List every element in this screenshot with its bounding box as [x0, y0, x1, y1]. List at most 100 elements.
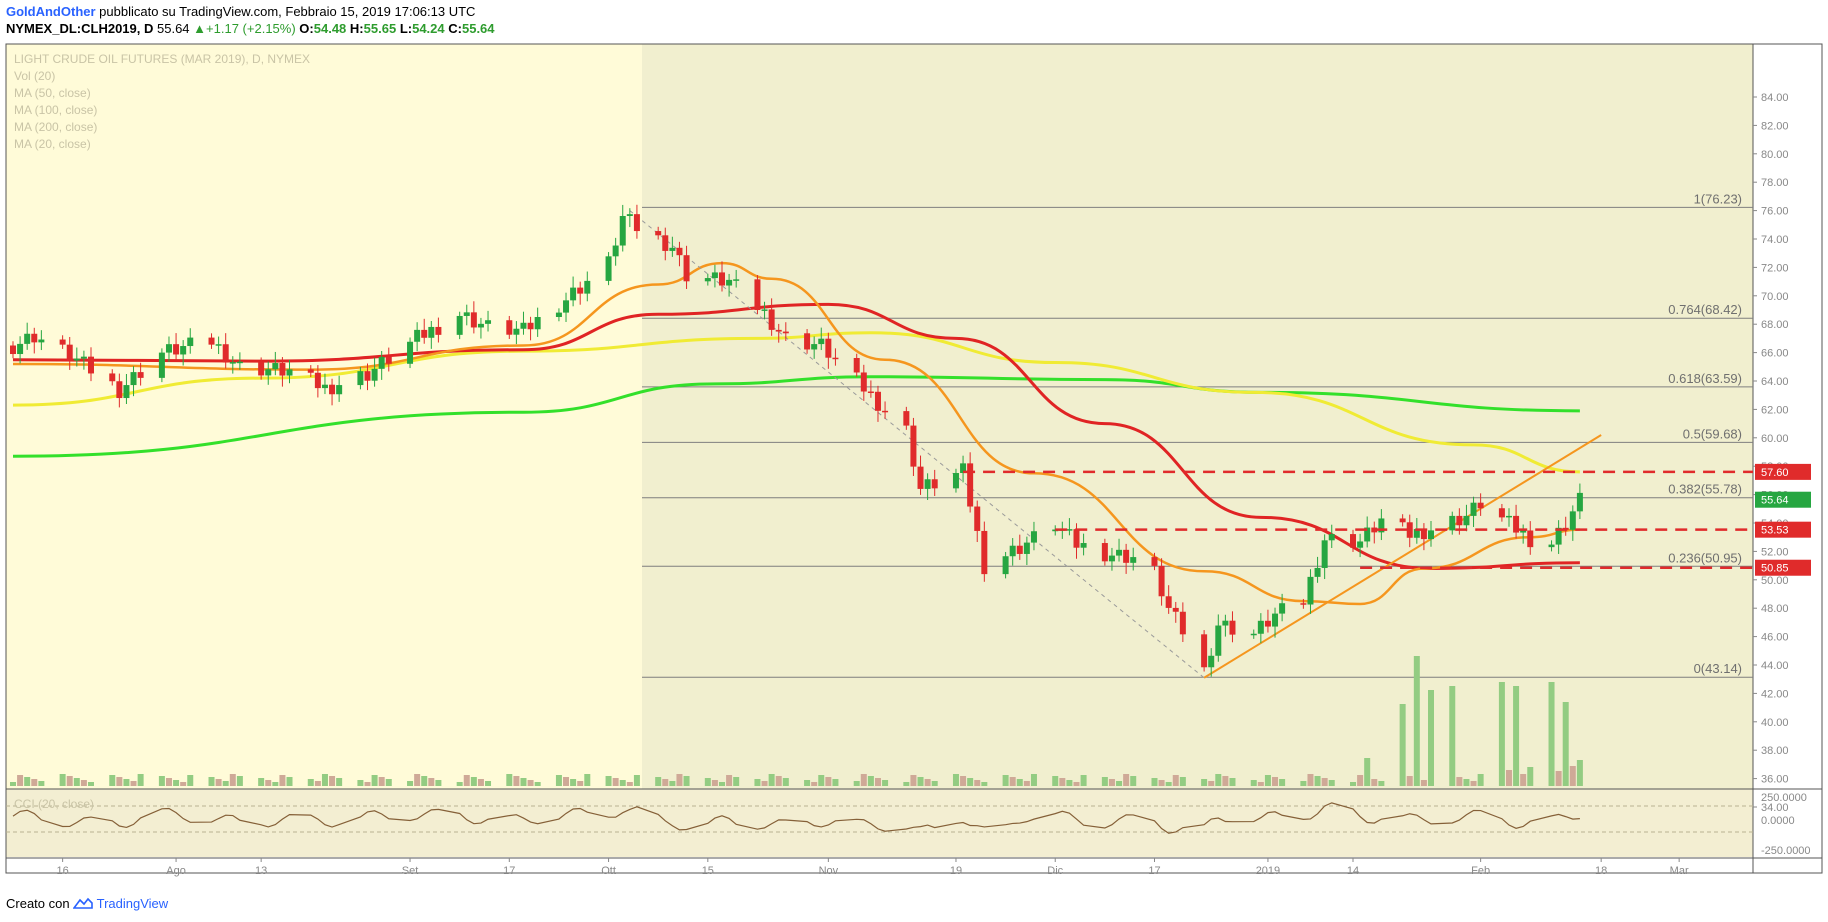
volume-bar — [180, 782, 187, 786]
ma20-line — [12, 261, 1580, 606]
volume-bar — [1513, 686, 1520, 786]
candle-down — [421, 329, 428, 338]
candle-down — [782, 331, 789, 334]
candle-down — [1123, 549, 1130, 563]
volume-bar — [1179, 777, 1186, 786]
volume-bar — [1562, 702, 1569, 786]
volume-bar — [1456, 777, 1463, 786]
legend-ma100: MA (100, close) — [14, 103, 98, 117]
candle-down — [903, 411, 910, 426]
volume-bar — [371, 775, 378, 786]
candle-down — [527, 322, 534, 330]
candle-up — [463, 312, 470, 316]
candle-up — [534, 317, 541, 330]
candle-up — [1520, 530, 1527, 533]
volume-bar — [1307, 774, 1314, 786]
tradingview-link[interactable]: TradingView — [96, 896, 169, 911]
volume-bar — [1449, 686, 1456, 786]
volume-bar — [173, 780, 180, 786]
candle-down — [87, 356, 94, 374]
x-tick-label: Mar — [1670, 865, 1689, 877]
candle-down — [1456, 515, 1463, 526]
candle-down — [1172, 607, 1179, 612]
volume-bar — [832, 779, 839, 786]
volume-bar — [73, 778, 80, 786]
volume-bar — [1357, 775, 1364, 786]
volume-bar — [1108, 779, 1115, 786]
candle-up — [38, 339, 45, 343]
volume-bar — [66, 776, 73, 786]
volume-bar — [719, 782, 725, 786]
volume-bar — [329, 776, 336, 786]
candle-down — [307, 369, 314, 373]
volume-bar — [1052, 776, 1059, 786]
x-tick-label: Ago — [166, 865, 186, 877]
volume-bar — [1165, 782, 1172, 786]
volume-bar — [165, 778, 172, 786]
volume-bar — [470, 777, 477, 786]
cci-panel — [6, 789, 1753, 857]
volume-bar — [506, 774, 513, 786]
candle-up — [726, 279, 733, 286]
volume-bar — [17, 775, 24, 786]
fib-level-label: 0.5(59.68) — [1683, 426, 1742, 441]
footer: Creato con TradingView — [6, 896, 168, 911]
volume-bar — [577, 781, 584, 786]
last-price: 55.64 — [157, 21, 190, 36]
candle-down — [577, 287, 584, 294]
candle-up — [1257, 620, 1264, 634]
candle-down — [1229, 620, 1236, 635]
volume-bar — [655, 777, 662, 786]
volume-bar — [555, 775, 562, 786]
volume-bar — [967, 778, 974, 786]
volume-bar — [1101, 777, 1108, 786]
volume-bar — [485, 781, 492, 786]
fib-region — [642, 44, 1753, 789]
volume-bar — [563, 777, 570, 786]
y-tick-label: 70.00 — [1761, 291, 1789, 303]
candle-down — [754, 279, 761, 310]
volume-bar — [1080, 775, 1087, 786]
candle-up — [428, 326, 435, 338]
volume-bar — [123, 779, 130, 786]
candle-up — [1328, 534, 1335, 541]
volume-bar — [364, 782, 371, 786]
candle-up — [1314, 567, 1321, 577]
y-tick-label: 68.00 — [1761, 319, 1789, 331]
candle-up — [1272, 613, 1279, 627]
candle-up — [1321, 540, 1328, 568]
author-link[interactable]: GoldAndOther — [6, 4, 96, 19]
price-badge — [1755, 559, 1811, 576]
volume-bar — [619, 780, 626, 786]
candle-down — [910, 425, 917, 467]
volume-bar — [279, 775, 286, 786]
volume-bar — [1406, 776, 1413, 786]
volume-bar — [1420, 780, 1427, 786]
candle-down — [974, 506, 981, 531]
volume-bar — [1463, 779, 1470, 786]
candle-down — [1101, 543, 1108, 562]
candle-up — [563, 300, 570, 313]
candle-down — [1406, 522, 1413, 538]
candle-up — [513, 328, 520, 335]
volume-bar — [1555, 771, 1562, 786]
volume-bar — [1520, 774, 1527, 786]
volume-bar — [825, 777, 832, 786]
volume-bar — [31, 779, 38, 786]
y-tick-label: 40.00 — [1761, 717, 1789, 729]
candle-down — [917, 466, 924, 489]
y-tick-label: 42.00 — [1761, 688, 1789, 700]
volume-bar — [258, 778, 265, 786]
candle-down — [364, 371, 371, 381]
publish-line: GoldAndOther pubblicato su TradingView.c… — [6, 4, 475, 19]
candle-down — [116, 381, 123, 399]
y-tick-label: 82.00 — [1761, 120, 1789, 132]
up-arrow-icon: ▲ — [193, 21, 207, 36]
volume-bar — [513, 776, 520, 786]
low-label: L: — [399, 21, 413, 36]
volume-bar — [24, 777, 31, 786]
volume-bar — [570, 779, 577, 786]
x-tick-label: 14 — [1347, 865, 1359, 877]
cci-tick-label: 0.0000 — [1761, 815, 1795, 827]
